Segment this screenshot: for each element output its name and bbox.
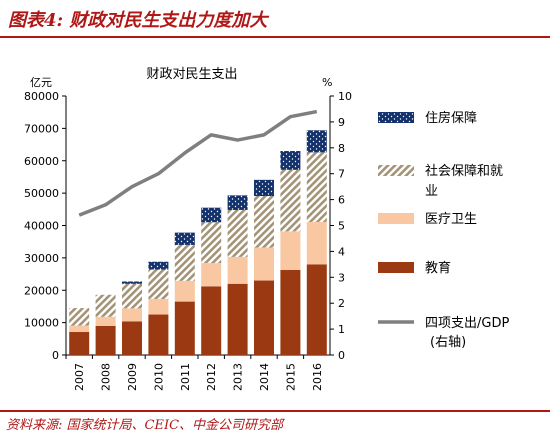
y-left-tick-label: 30000 bbox=[24, 252, 59, 265]
bar-education bbox=[95, 325, 116, 355]
y-left-tick-label: 0 bbox=[52, 349, 59, 362]
y-right-tick-label: 4 bbox=[338, 245, 345, 258]
x-tick-label: 2011 bbox=[179, 363, 192, 391]
y-left-tick-label: 60000 bbox=[24, 155, 59, 168]
y-left-tick-label: 80000 bbox=[24, 90, 59, 103]
y-right-tick-label: 9 bbox=[338, 116, 345, 129]
bar-medical bbox=[174, 280, 195, 302]
bar-medical bbox=[122, 308, 142, 322]
bar-education bbox=[148, 314, 169, 355]
bar-education bbox=[280, 269, 301, 355]
x-tick-label: 2009 bbox=[126, 363, 139, 391]
x-tick-label: 2016 bbox=[311, 363, 324, 391]
y-right-tick-label: 1 bbox=[338, 323, 345, 336]
legend-swatch-housing bbox=[378, 112, 414, 123]
y-left-tick-label: 70000 bbox=[24, 122, 59, 135]
legend-label-education: 教育 bbox=[425, 260, 451, 276]
x-tick-label: 2008 bbox=[100, 363, 113, 391]
bar-education bbox=[122, 321, 142, 355]
figure-header: 图表4: 财政对民生支出力度加大 bbox=[0, 0, 550, 38]
x-tick-label: 2013 bbox=[232, 363, 245, 391]
y-right-tick-label: 5 bbox=[338, 220, 345, 233]
y-right-tick-label: 10 bbox=[338, 90, 352, 103]
bar-housing bbox=[201, 207, 222, 223]
bar-education bbox=[227, 283, 248, 355]
bar-social bbox=[306, 152, 327, 222]
source-note: 资料来源: 国家统计局、CEIC、中金公司研究部 bbox=[6, 418, 284, 433]
y-right-tick-label: 0 bbox=[338, 349, 345, 362]
bar-social bbox=[122, 283, 142, 309]
bar-housing bbox=[227, 195, 248, 210]
bar-medical bbox=[280, 231, 301, 270]
bar-medical bbox=[306, 221, 327, 265]
bar-social bbox=[280, 169, 301, 232]
legend-label-medical: 医疗卫生 bbox=[425, 212, 477, 227]
bar-housing bbox=[122, 281, 142, 284]
bar-medical bbox=[95, 316, 116, 326]
bar-social bbox=[174, 244, 195, 281]
bar-medical bbox=[201, 263, 222, 287]
bar-housing bbox=[148, 261, 169, 270]
bar-housing bbox=[306, 130, 327, 153]
bar-medical bbox=[254, 247, 274, 281]
bar-social bbox=[148, 269, 169, 299]
x-tick-label: 2014 bbox=[258, 363, 271, 391]
ratio-line-layer bbox=[78, 109, 318, 217]
bar-social bbox=[201, 222, 222, 264]
bar-education bbox=[201, 286, 222, 355]
x-tick-label: 2007 bbox=[73, 363, 86, 391]
bar-education bbox=[69, 332, 90, 355]
legend-swatch-medical bbox=[378, 213, 414, 224]
bar-education bbox=[254, 280, 274, 355]
bar-social bbox=[95, 294, 116, 317]
figure-title: 图表4: 财政对民生支出力度加大 bbox=[8, 10, 268, 31]
legend-label-social: 业 bbox=[425, 184, 438, 199]
bar-housing bbox=[280, 151, 301, 170]
legend-swatch-education bbox=[378, 262, 414, 273]
y-right-tick-label: 7 bbox=[338, 168, 345, 181]
bar-education bbox=[306, 264, 327, 355]
y-right-tick-label: 3 bbox=[338, 271, 345, 284]
y-left-tick-label: 50000 bbox=[24, 187, 59, 200]
footer-rule bbox=[0, 410, 550, 412]
bar-social bbox=[69, 308, 90, 326]
y-left-tick-label: 20000 bbox=[24, 284, 59, 297]
legend-label-social: 社会保障和就 bbox=[425, 163, 503, 179]
bar-medical bbox=[69, 325, 90, 333]
x-tick-label: 2015 bbox=[284, 363, 297, 391]
bar-housing bbox=[174, 232, 195, 245]
chart-title: 财政对民生支出 bbox=[146, 67, 237, 82]
bar-education bbox=[174, 301, 195, 355]
x-tick-label: 2012 bbox=[205, 363, 218, 391]
bar-social bbox=[227, 209, 248, 257]
axes: 0 10000 20000 30000 40000 50000 60000 70000 8000… bbox=[24, 76, 352, 391]
y-right-tick-label: 2 bbox=[338, 297, 345, 310]
bar-housing bbox=[254, 179, 274, 197]
legend-label-housing: 住房保障 bbox=[425, 110, 477, 126]
bar-medical bbox=[227, 256, 248, 284]
y-right-tick-label: 6 bbox=[338, 194, 345, 207]
y-left-unit: 亿元 bbox=[30, 76, 52, 89]
legend-swatch-social bbox=[378, 165, 414, 176]
y-left-tick-label: 10000 bbox=[24, 317, 59, 330]
bars bbox=[69, 130, 327, 355]
ratio-line bbox=[78, 109, 318, 217]
header-rule bbox=[0, 36, 550, 38]
legend-label-line-axis: (右轴) bbox=[430, 335, 466, 350]
bar-medical bbox=[148, 298, 169, 315]
y-right-tick-label: 8 bbox=[338, 142, 345, 155]
y-left-tick-label: 40000 bbox=[24, 220, 59, 233]
y-right-unit: % bbox=[322, 76, 332, 89]
x-tick-label: 2010 bbox=[152, 363, 165, 391]
legend-label-line: 四项支出/GDP bbox=[425, 316, 509, 331]
bar-social bbox=[254, 196, 274, 248]
